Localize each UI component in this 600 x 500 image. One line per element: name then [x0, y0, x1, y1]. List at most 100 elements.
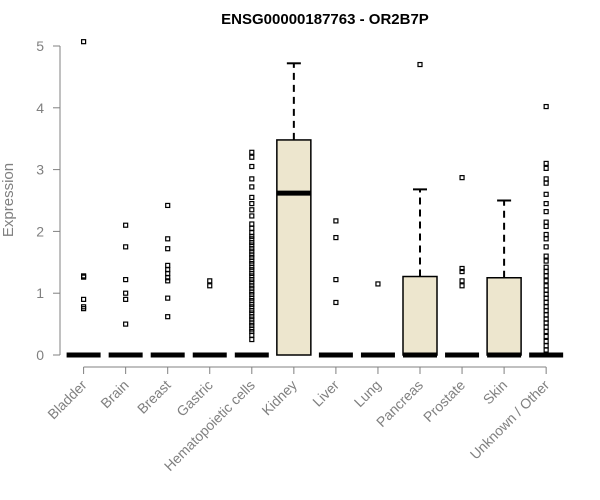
outlier-point: [249, 213, 255, 219]
outlier-point: [543, 264, 549, 270]
outlier-point: [543, 244, 549, 250]
outlier-point: [249, 221, 255, 227]
outlier-point: [543, 223, 549, 230]
outlier-point: [80, 296, 87, 302]
outlier-point: [543, 287, 549, 293]
outlier-point: [543, 231, 549, 238]
outlier-point: [459, 265, 465, 272]
outlier-point: [543, 278, 549, 284]
outlier-point: [165, 246, 171, 252]
outlier-point: [249, 184, 255, 190]
x-tick-label: Brain: [97, 377, 131, 411]
box-group: [402, 61, 438, 358]
x-tick-label: Bladder: [44, 377, 90, 423]
outlier-point: [80, 274, 87, 280]
outlier-point: [123, 277, 129, 283]
outlier-point: [165, 314, 171, 320]
box-group: [445, 175, 480, 358]
outlier-point: [543, 343, 549, 349]
outlier-point: [543, 219, 549, 225]
x-tick-label: Pancreas: [373, 377, 426, 430]
box-iqr: [276, 139, 312, 356]
outlier-point: [207, 283, 213, 289]
outlier-point: [333, 234, 339, 241]
box-iqr: [402, 275, 438, 356]
outlier-point: [543, 273, 549, 279]
outlier-point: [543, 283, 549, 289]
outlier-point: [543, 324, 549, 330]
box-iqr: [486, 277, 522, 356]
outlier-point: [543, 103, 549, 110]
box-group: [318, 218, 353, 358]
x-tick-label: Lung: [351, 377, 384, 410]
box-group: [360, 281, 395, 358]
outlier-point: [543, 299, 549, 306]
outlier-point: [123, 296, 129, 302]
outlier-point: [543, 268, 549, 275]
outlier-point: [80, 306, 87, 312]
outlier-point: [543, 165, 549, 171]
outlier-point: [207, 278, 213, 284]
outlier-point: [165, 295, 171, 301]
x-tick-label: Prostate: [420, 377, 468, 425]
outlier-point: [543, 338, 549, 345]
outlier-point: [123, 290, 129, 296]
outlier-point: [165, 202, 171, 209]
outlier-point: [417, 61, 423, 68]
outlier-point: [543, 180, 549, 186]
x-tick-label: Breast: [134, 377, 174, 417]
outlier-point: [80, 39, 87, 45]
outlier-point: [375, 281, 381, 287]
box-group: [150, 202, 185, 358]
outlier-point: [543, 176, 549, 182]
y-tick-label: 0: [36, 347, 44, 363]
y-axis-ticks: 0 1 2 3 4 5: [36, 38, 60, 363]
box-group: [276, 62, 312, 356]
y-tick-label: 3: [36, 162, 44, 178]
outlier-point: [249, 154, 255, 160]
outlier-point: [543, 191, 549, 197]
outlier-point: [249, 163, 255, 170]
outlier-point: [543, 328, 549, 335]
box-group: [192, 278, 227, 358]
outlier-point: [165, 236, 171, 242]
outlier-point: [249, 336, 255, 343]
chart-title: ENSG00000187763 - OR2B7P: [221, 11, 429, 28]
outlier-point: [459, 175, 465, 181]
outlier-point: [459, 268, 465, 275]
outlier-point: [249, 149, 255, 155]
outlier-point: [543, 209, 549, 215]
outlier-point: [249, 200, 255, 207]
outlier-point: [123, 222, 129, 228]
outlier-point: [165, 262, 171, 268]
y-tick-label: 4: [36, 100, 44, 116]
outlier-point: [543, 200, 549, 207]
y-tick-label: 2: [36, 223, 44, 239]
x-tick-label: Skin: [480, 377, 511, 408]
outlier-point: [333, 218, 339, 224]
outlier-point: [543, 160, 549, 167]
outlier-point: [543, 236, 549, 242]
outlier-point: [543, 333, 549, 340]
outlier-point: [459, 283, 465, 289]
outlier-point: [165, 278, 171, 284]
outlier-point: [249, 176, 255, 182]
outlier-point: [333, 299, 339, 306]
x-tick-label: Liver: [309, 377, 342, 410]
outlier-point: [543, 312, 549, 318]
outlier-point: [543, 253, 549, 259]
box-group: [108, 222, 143, 358]
outlier-point: [165, 275, 171, 281]
outlier-point: [249, 225, 255, 231]
outlier-point: [249, 194, 255, 201]
box-group: [234, 149, 269, 358]
outlier-point: [459, 278, 465, 284]
x-tick-label: Unknown / Other: [467, 377, 553, 463]
outlier-point: [249, 207, 255, 213]
box-group: [486, 199, 522, 358]
box-group: [529, 103, 564, 358]
box-series: [66, 39, 564, 358]
x-tick-label: Kidney: [258, 377, 300, 419]
